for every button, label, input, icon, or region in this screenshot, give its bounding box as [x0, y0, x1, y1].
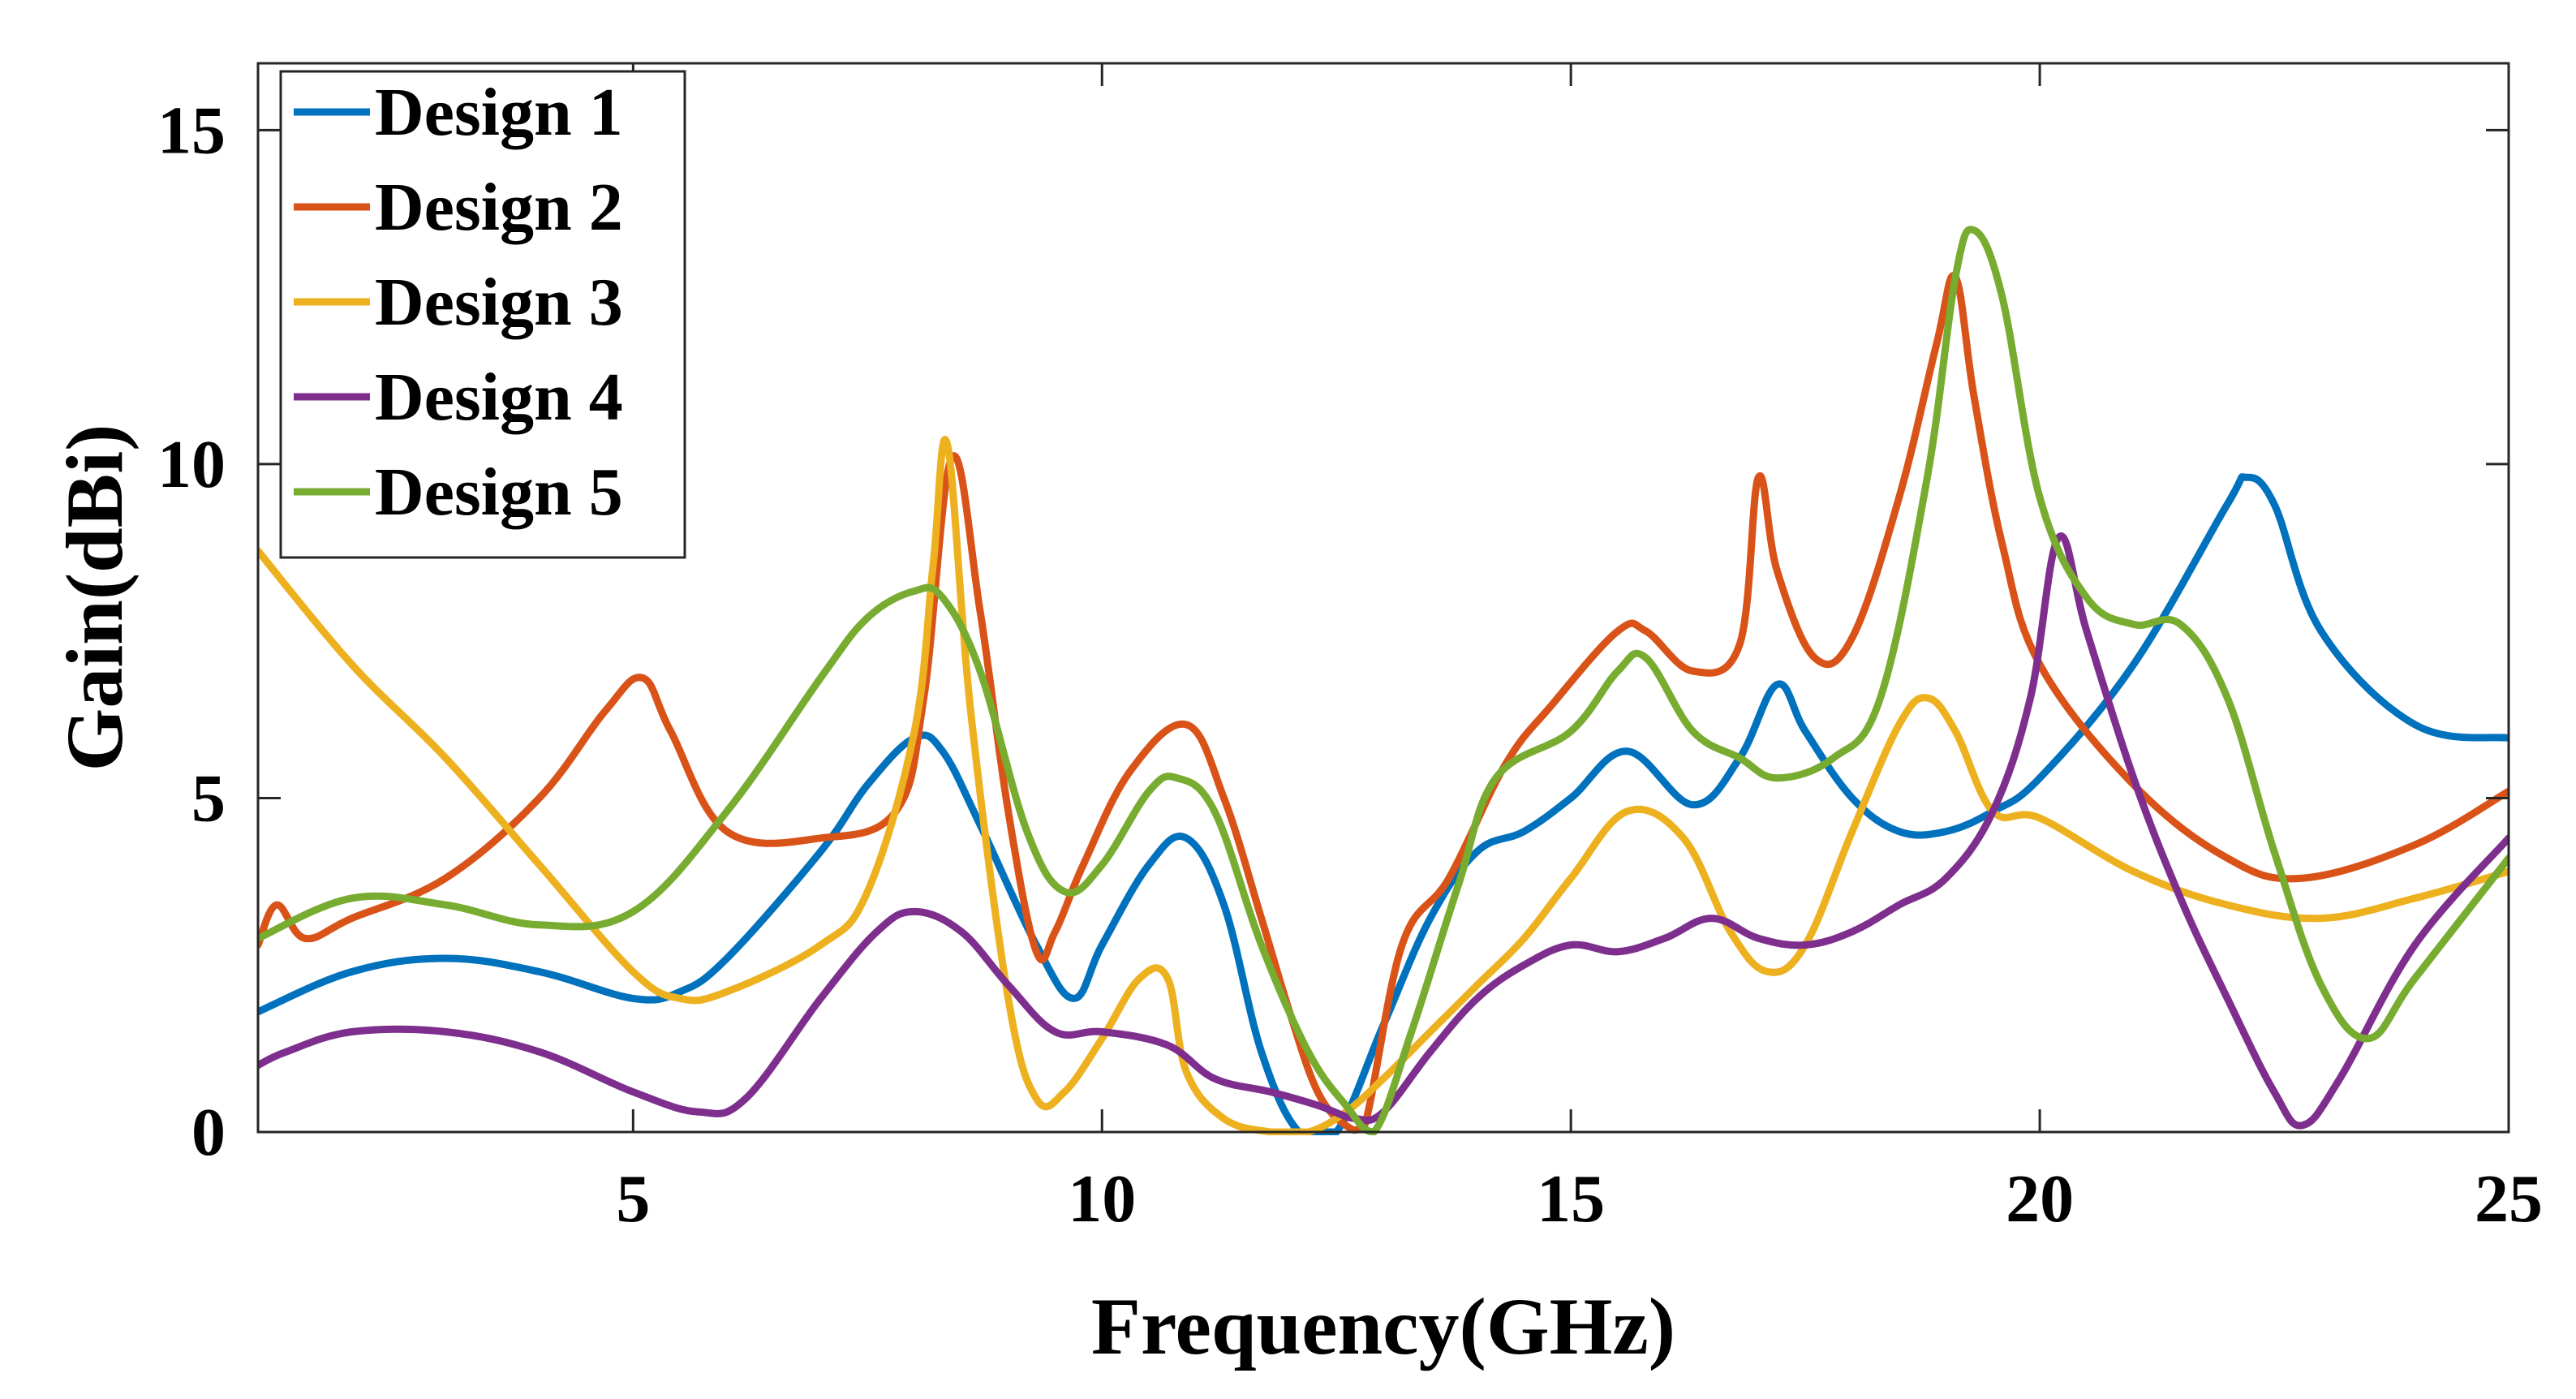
x-tick-label: 10	[1068, 1161, 1136, 1237]
legend-label-design-5: Design 5	[375, 454, 623, 530]
legend-label-design-4: Design 4	[375, 359, 623, 435]
series-line-design-3	[258, 436, 2509, 1135]
legend-label-design-3: Design 3	[375, 265, 623, 340]
legend-label-design-2: Design 2	[375, 170, 623, 245]
y-tick-label: 15	[157, 93, 226, 168]
series-layer	[258, 226, 2509, 1135]
y-axis-label: Gain(dBi)	[49, 424, 140, 772]
y-tick-label: 5	[191, 760, 226, 836]
y-tick-label: 10	[157, 427, 226, 502]
series-line-design-5	[258, 226, 2509, 1135]
x-tick-label: 5	[616, 1161, 650, 1237]
legend-box	[279, 70, 686, 559]
series-line-design-4	[258, 532, 2509, 1130]
x-tick-label: 25	[2475, 1161, 2543, 1237]
legend: Design 1 Design 2 Design 3 Design 4 Design 5	[279, 70, 686, 559]
x-tick-label: 15	[1537, 1161, 1605, 1237]
x-axis-label: Frequency(GHz)	[1091, 1281, 1675, 1371]
legend-label-design-1: Design 1	[375, 75, 623, 150]
x-tick-label: 20	[2006, 1161, 2074, 1237]
y-tick-label: 0	[191, 1095, 226, 1170]
axes-layer: 5 10 15 20 25 0 5 10 15	[157, 62, 2543, 1237]
plot-frame	[256, 62, 2510, 1134]
